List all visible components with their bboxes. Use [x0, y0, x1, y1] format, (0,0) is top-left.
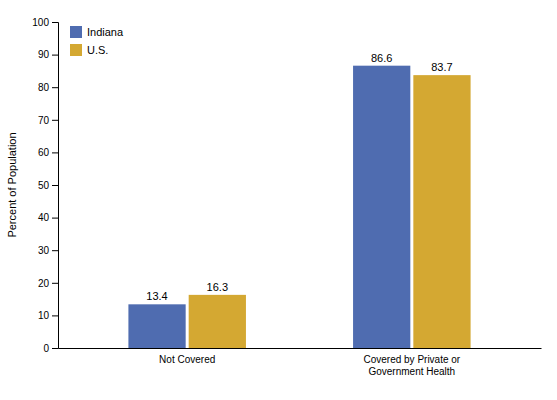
bar	[189, 295, 246, 348]
y-tick-label: 70	[38, 115, 50, 126]
y-tick-mark	[52, 250, 58, 251]
y-tick: 100	[32, 17, 58, 28]
y-tick: 60	[38, 147, 58, 158]
y-tick: 30	[38, 245, 58, 256]
y-tick: 20	[38, 278, 58, 289]
y-tick: 90	[38, 49, 58, 60]
y-tick-label: 40	[38, 212, 50, 223]
bar	[128, 304, 185, 348]
y-tick-label: 60	[38, 147, 50, 158]
y-tick-mark	[52, 55, 58, 56]
legend-item: Indiana	[70, 26, 124, 38]
y-tick: 40	[38, 212, 58, 223]
y-tick: 0	[43, 343, 58, 354]
y-tick-mark	[52, 22, 58, 23]
y-axis: 0 10 20 30 40 50 60 70 80 90 100	[32, 17, 58, 354]
y-tick: 10	[38, 310, 58, 321]
x-axis-line	[59, 348, 542, 349]
y-tick: 80	[38, 82, 58, 93]
y-tick-label: 100	[32, 17, 49, 28]
y-tick-mark	[52, 152, 58, 153]
x-tick: Covered by Private orGovernment Health	[363, 354, 460, 377]
y-axis-line	[52, 23, 59, 349]
y-tick-mark	[52, 185, 58, 186]
y-tick-mark	[52, 120, 58, 121]
data-label: 13.4	[146, 290, 167, 302]
y-tick-label: 80	[38, 82, 50, 93]
legend-label: U.S.	[87, 44, 108, 56]
legend-item: U.S.	[70, 44, 108, 56]
data-label: 86.6	[371, 52, 392, 64]
y-tick-label: 90	[38, 49, 50, 60]
x-axis: Not Covered Covered by Private orGovernme…	[59, 349, 542, 377]
y-tick-mark	[52, 283, 58, 284]
y-tick: 70	[38, 115, 58, 126]
y-tick-mark	[52, 87, 58, 88]
y-tick-mark	[52, 315, 58, 316]
chart: 0 10 20 30 40 50 60 70 80 90 100 Not Covered Covered…	[0, 0, 557, 400]
x-tick: Not Covered	[159, 354, 215, 365]
legend-swatch	[70, 26, 82, 38]
x-tick-label: Covered by Private orGovernment Health	[363, 354, 460, 377]
bars	[128, 66, 470, 348]
legend: Indiana U.S.	[70, 26, 124, 56]
x-tick-label: Not Covered	[159, 354, 215, 365]
y-tick-label: 20	[38, 278, 50, 289]
y-tick-mark	[52, 218, 58, 219]
y-tick-mark	[52, 348, 58, 349]
y-tick: 50	[38, 180, 58, 191]
bar	[413, 75, 470, 348]
legend-swatch	[70, 44, 82, 56]
legend-label: Indiana	[87, 26, 124, 38]
y-tick-label: 10	[38, 310, 50, 321]
plot: 0 10 20 30 40 50 60 70 80 90 100 Not Covered Covered…	[6, 17, 542, 377]
data-label: 83.7	[431, 61, 452, 73]
y-tick-label: 30	[38, 245, 50, 256]
y-tick-label: 0	[43, 343, 49, 354]
y-axis-title: Percent of Population	[6, 132, 18, 237]
y-tick-label: 50	[38, 180, 50, 191]
data-label: 16.3	[207, 281, 228, 293]
bar	[353, 66, 410, 348]
data-labels: 13.4 86.6 16.3 83.7	[146, 52, 452, 303]
